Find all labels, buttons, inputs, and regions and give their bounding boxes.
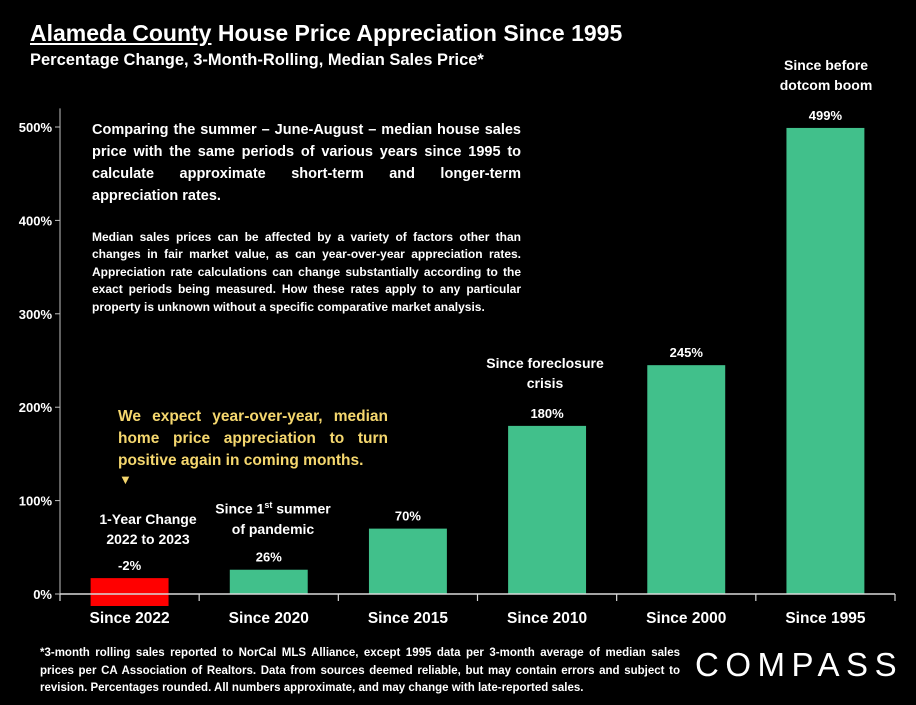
- data-label: 499%: [809, 108, 843, 123]
- annotation-pandemic-sup: st: [264, 500, 273, 510]
- annotation-foreclosure-line1: Since foreclosure: [486, 355, 604, 371]
- annotation-pandemic: Since 1st summer of pandemic: [183, 495, 363, 539]
- y-tick-label: 200%: [19, 400, 53, 415]
- annotation-one-year: 1-Year Change 2022 to 2023: [58, 509, 238, 549]
- y-tick-label: 500%: [19, 120, 53, 135]
- annotation-dotcom: Since before dotcom boom: [736, 55, 916, 95]
- y-tick-label: 100%: [19, 494, 53, 509]
- chart-subtitle: Percentage Change, 3-Month-Rolling, Medi…: [30, 51, 484, 69]
- category-label: Since 2022: [90, 610, 170, 627]
- category-label: Since 2015: [368, 610, 449, 627]
- annotation-pandemic-line2: of pandemic: [231, 520, 315, 537]
- annotation-dotcom-line2: dotcom boom: [779, 77, 873, 93]
- bar-since-1995: [786, 127, 865, 595]
- bar-since-2015: [368, 528, 447, 594]
- chart-title: Alameda County House Price Appreciation …: [30, 20, 622, 47]
- y-tick-label: 0%: [33, 587, 52, 602]
- title-county: Alameda County: [30, 20, 212, 46]
- data-label: 26%: [256, 550, 282, 565]
- data-label: 70%: [395, 509, 421, 524]
- data-label: -2%: [118, 558, 142, 573]
- category-label: Since 2020: [229, 610, 309, 627]
- annotation-one-year-line1: 1-Year Change: [99, 511, 197, 527]
- category-label: Since 1995: [785, 610, 866, 627]
- detail-note: Median sales prices can be affected by a…: [92, 230, 521, 314]
- bar-since-2000: [647, 365, 726, 594]
- data-label: 245%: [670, 345, 704, 360]
- callout-arrow-icon: ▼: [119, 472, 132, 487]
- annotation-pandemic-post: summer: [272, 500, 331, 517]
- y-tick-label: 400%: [19, 213, 53, 228]
- category-label: Since 2010: [507, 610, 587, 627]
- annotation-foreclosure: Since foreclosure crisis: [455, 353, 635, 393]
- annotation-pandemic-pre: Since 1: [215, 500, 265, 517]
- footnote: *3-month rolling sales reported to NorCa…: [40, 647, 680, 694]
- main-note: Comparing the summer – June-August – med…: [92, 122, 521, 204]
- title-rest: House Price Appreciation Since 1995: [211, 20, 623, 46]
- bar-since-2022: [90, 578, 169, 606]
- compass-logo: COMPASS: [695, 646, 904, 683]
- annotation-one-year-line2: 2022 to 2023: [106, 531, 190, 547]
- category-label: Since 2000: [646, 610, 726, 627]
- annotation-foreclosure-line2: crisis: [526, 375, 564, 391]
- annotation-pandemic-line1: Since 1st summer: [183, 495, 363, 519]
- y-tick-label: 300%: [19, 307, 53, 322]
- bar-since-2010: [508, 425, 587, 594]
- data-label: 180%: [530, 406, 564, 421]
- forecast-callout: We expect year-over-year, median home pr…: [118, 408, 388, 469]
- annotation-dotcom-line1: Since before: [783, 57, 869, 73]
- bar-since-2020: [229, 569, 308, 594]
